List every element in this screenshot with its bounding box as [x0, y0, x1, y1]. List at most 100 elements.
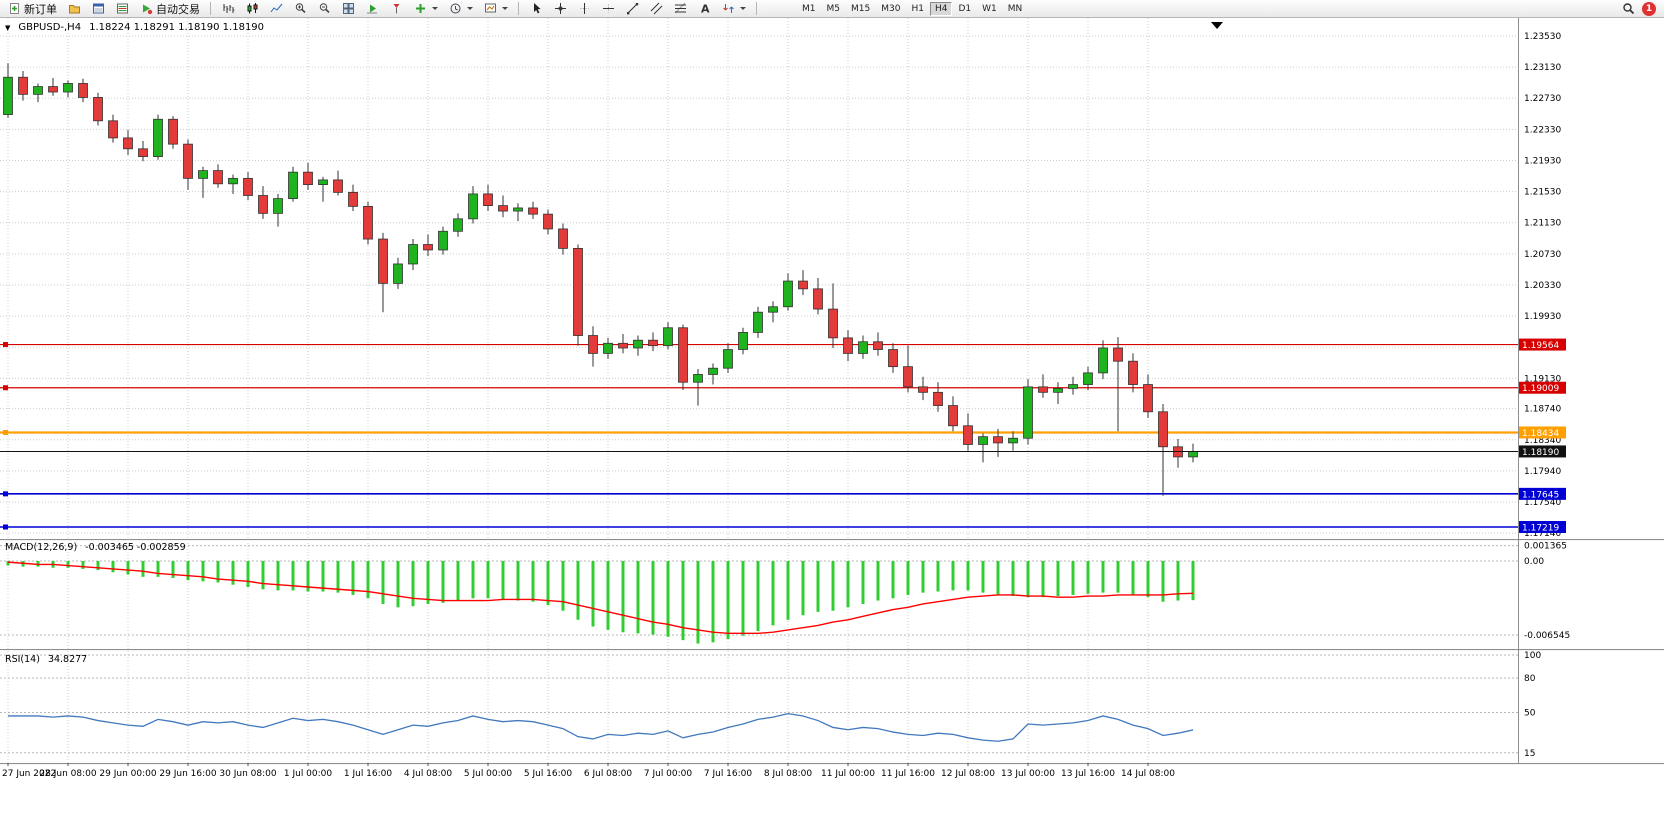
svg-text:50: 50	[1524, 709, 1536, 719]
svg-text:1.20330: 1.20330	[1524, 281, 1561, 291]
svg-text:5 Jul 00:00: 5 Jul 00:00	[464, 769, 513, 779]
data-window-button[interactable]	[111, 1, 133, 16]
profiles-button[interactable]	[63, 1, 85, 16]
zoom-out-button[interactable]	[313, 1, 335, 16]
bar-chart-icon	[221, 2, 235, 16]
bar-chart-button[interactable]	[217, 1, 239, 16]
line-handle[interactable]	[3, 491, 8, 497]
market-watch-icon	[91, 2, 105, 16]
horizontal-line-1.18434[interactable]	[0, 429, 1518, 435]
price-tag-1.19564: 1.19564	[1519, 338, 1566, 351]
data-window-icon	[115, 2, 129, 16]
line-handle[interactable]	[3, 342, 8, 348]
chevron-down-icon	[740, 7, 746, 10]
toolbar-right-group: 1	[1621, 1, 1661, 16]
timeframe-M1[interactable]: M1	[797, 2, 821, 16]
price-tag-1.19009: 1.19009	[1519, 381, 1566, 394]
tile-windows-button[interactable]	[337, 1, 359, 16]
candle-chart-button[interactable]	[241, 1, 263, 16]
new-order-button[interactable]: 新订单	[3, 1, 61, 16]
new-order-label: 新订单	[24, 2, 57, 16]
chart-canvas[interactable]: 1.23530 1.23130 1.22730 1.22330 1.21930 1.215…	[0, 18, 1664, 831]
channel-button[interactable]	[645, 1, 667, 16]
svg-text:1.22330: 1.22330	[1524, 125, 1561, 135]
line-handle[interactable]	[3, 385, 8, 391]
svg-text:11 Jul 16:00: 11 Jul 16:00	[881, 769, 935, 779]
crosshair-button[interactable]	[549, 1, 571, 16]
svg-text:1.19930: 1.19930	[1524, 312, 1561, 322]
templates-button[interactable]	[479, 1, 512, 16]
svg-text:1.18740: 1.18740	[1524, 405, 1561, 415]
autotrading-button[interactable]: 自动交易	[135, 1, 204, 16]
svg-text:28 Jun 08:00: 28 Jun 08:00	[39, 769, 96, 779]
svg-text:1.21130: 1.21130	[1524, 219, 1561, 229]
indicators-icon	[413, 2, 427, 16]
svg-text:13 Jul 16:00: 13 Jul 16:00	[1061, 769, 1115, 779]
search-icon[interactable]	[1621, 2, 1635, 16]
cursor-button[interactable]	[525, 1, 547, 16]
chart-svg[interactable]: 1.23530 1.23130 1.22730 1.22330 1.21930 1.215…	[0, 18, 1664, 831]
svg-text:6 Jul 08:00: 6 Jul 08:00	[584, 769, 633, 779]
timeframe-M5[interactable]: M5	[822, 2, 846, 16]
timeframe-W1[interactable]: W1	[977, 2, 1002, 16]
timeframe-MN[interactable]: MN	[1003, 2, 1028, 16]
horizontal-line-1.19564[interactable]	[0, 342, 1518, 348]
svg-text:1.18190: 1.18190	[1522, 448, 1559, 458]
market-watch-button[interactable]	[87, 1, 109, 16]
indicators-button[interactable]	[409, 1, 442, 16]
svg-text:1.18340: 1.18340	[1524, 436, 1561, 446]
horizontal-gridlines	[0, 35, 1518, 534]
timeframe-M15[interactable]: M15	[846, 2, 875, 16]
new-order-icon	[7, 2, 21, 16]
svg-text:-0.006545: -0.006545	[1524, 631, 1570, 641]
chart-shift-marker[interactable]	[1211, 22, 1223, 29]
periods-button[interactable]	[444, 1, 477, 16]
zoom-in-button[interactable]	[289, 1, 311, 16]
horizontal-line-1.17645[interactable]	[0, 491, 1518, 497]
timeframe-D1[interactable]: D1	[953, 2, 976, 16]
svg-text:80: 80	[1524, 674, 1536, 684]
line-handle[interactable]	[3, 524, 8, 530]
svg-text:15: 15	[1524, 749, 1535, 759]
chart-shift-button[interactable]	[385, 1, 407, 16]
auto-scroll-icon	[365, 2, 379, 16]
arrows-button[interactable]	[717, 1, 750, 16]
price-tag-1.17645: 1.17645	[1519, 487, 1566, 500]
vertical-line-button[interactable]	[573, 1, 595, 16]
svg-text:1.19564: 1.19564	[1522, 341, 1559, 351]
svg-text:1.17219: 1.17219	[1522, 523, 1559, 533]
horizontal-line-1.17219[interactable]	[0, 524, 1518, 530]
autotrading-label: 自动交易	[156, 2, 200, 16]
macd-panel	[0, 545, 1518, 644]
trendline-button[interactable]	[621, 1, 643, 16]
horizontal-line-1.19009[interactable]	[0, 385, 1518, 391]
horizontal-line-button[interactable]	[597, 1, 619, 16]
zoom-in-icon	[293, 2, 307, 16]
timeframe-M30[interactable]: M30	[876, 2, 905, 16]
svg-text:1 Jul 16:00: 1 Jul 16:00	[344, 769, 393, 779]
toolbar: 新订单 自动交易	[0, 0, 1664, 18]
svg-text:0.00: 0.00	[1524, 557, 1544, 567]
auto-scroll-button[interactable]	[361, 1, 383, 16]
chart-shift-icon	[389, 2, 403, 16]
line-handle[interactable]	[3, 429, 8, 435]
timeframe-H1[interactable]: H1	[906, 2, 929, 16]
notification-badge[interactable]: 1	[1642, 1, 1656, 16]
svg-text:7 Jul 16:00: 7 Jul 16:00	[704, 769, 753, 779]
svg-text:8 Jul 08:00: 8 Jul 08:00	[764, 769, 813, 779]
line-chart-icon	[269, 2, 283, 16]
line-chart-button[interactable]	[265, 1, 287, 16]
toolbar-separator	[756, 2, 757, 15]
svg-text:1.19130: 1.19130	[1524, 374, 1561, 384]
svg-text:7 Jul 00:00: 7 Jul 00:00	[644, 769, 693, 779]
timeframe-H4[interactable]: H4	[929, 1, 953, 16]
zoom-out-icon	[317, 2, 331, 16]
svg-text:1.20730: 1.20730	[1524, 250, 1561, 260]
toolbar-separator	[210, 2, 211, 15]
svg-text:30 Jun 08:00: 30 Jun 08:00	[219, 769, 276, 779]
text-label-button[interactable]: A	[693, 1, 715, 16]
fibonacci-button[interactable]	[669, 1, 691, 16]
svg-text:11 Jul 00:00: 11 Jul 00:00	[821, 769, 875, 779]
